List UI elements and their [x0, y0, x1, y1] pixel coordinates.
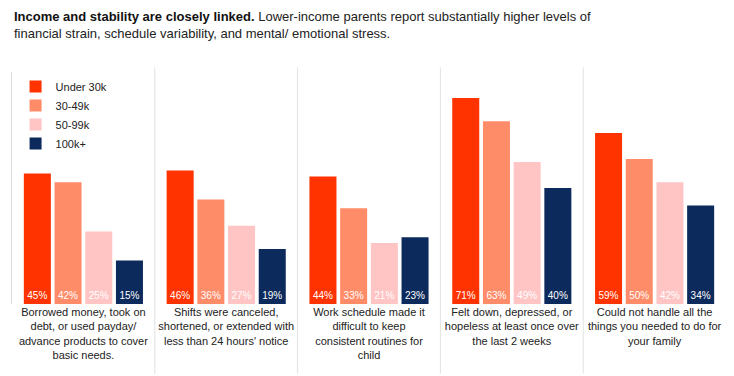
svg-text:40%: 40% — [548, 290, 568, 301]
svg-text:42%: 42% — [58, 290, 78, 301]
svg-text:21%: 21% — [374, 290, 394, 301]
svg-text:36%: 36% — [201, 290, 221, 301]
svg-text:49%: 49% — [517, 290, 537, 301]
svg-text:27%: 27% — [231, 290, 251, 301]
svg-text:30-49k: 30-49k — [56, 100, 90, 112]
svg-text:50%: 50% — [629, 290, 649, 301]
svg-text:42%: 42% — [660, 290, 680, 301]
svg-text:34%: 34% — [691, 290, 711, 301]
svg-text:15%: 15% — [119, 290, 139, 301]
svg-text:100k+: 100k+ — [56, 138, 86, 150]
svg-text:50-99k: 50-99k — [56, 119, 90, 131]
svg-text:25%: 25% — [89, 290, 109, 301]
svg-text:Under 30k: Under 30k — [56, 81, 107, 93]
svg-text:Borrowed money, took ondebt, o: Borrowed money, took ondebt, or used pay… — [19, 306, 148, 361]
svg-text:59%: 59% — [598, 290, 618, 301]
svg-text:19%: 19% — [262, 290, 282, 301]
svg-text:33%: 33% — [344, 290, 364, 301]
svg-text:71%: 71% — [456, 290, 476, 301]
svg-text:46%: 46% — [170, 290, 190, 301]
svg-text:23%: 23% — [405, 290, 425, 301]
svg-text:44%: 44% — [313, 290, 333, 301]
svg-text:63%: 63% — [486, 290, 506, 301]
html-text:Income and stability are close: Income and stability are closely linked.… — [14, 9, 591, 41]
svg-text:Could not handle all thethings: Could not handle all thethings you neede… — [588, 306, 722, 347]
svg-text:Shifts were canceled,shortened: Shifts were canceled,shortened, or exten… — [158, 306, 294, 347]
svg-text:Work schedule made itdifficult: Work schedule made itdifficult to keepco… — [313, 306, 425, 361]
svg-text:45%: 45% — [27, 290, 47, 301]
svg-text:Felt down, depressed, orhopele: Felt down, depressed, orhopeless at leas… — [445, 306, 579, 347]
